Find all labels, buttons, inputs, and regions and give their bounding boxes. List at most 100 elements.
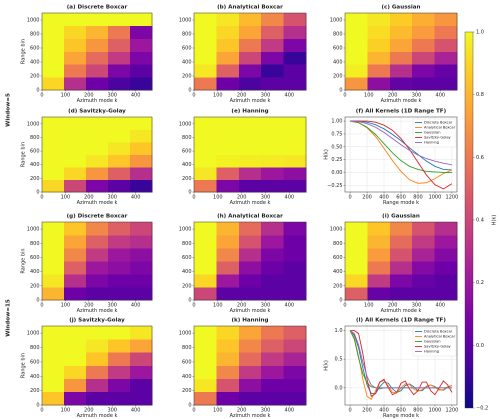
x-tick-label: 300: [107, 93, 117, 99]
plot-frame: [193, 325, 307, 406]
heatmap-cell: [389, 77, 413, 91]
y-tick-label: 200: [30, 74, 40, 80]
heatmap-cell: [283, 142, 307, 155]
y-tick-label: 600: [182, 46, 192, 52]
heatmap-cell: [86, 378, 109, 393]
heatmap-cell: [130, 142, 153, 155]
heatmap-cell: [345, 274, 368, 288]
heatmap-cell: [412, 13, 435, 27]
x-tick-label: 400: [379, 408, 389, 414]
y-tick-label: 600: [30, 149, 40, 155]
y-tick-label: 1000: [179, 18, 192, 24]
heatmap-cell: [130, 339, 153, 353]
x-tick-label: 1000: [429, 195, 442, 201]
x-tick-label: 0: [192, 195, 195, 201]
heatmap-cell: [42, 274, 65, 288]
heatmap-cell: [108, 274, 131, 288]
x-tick-label: 1000: [429, 408, 442, 414]
x-tick-label: 800: [413, 408, 423, 414]
y-tick-label: 600: [333, 46, 343, 52]
x-tick-label: 400: [379, 195, 389, 201]
heatmap-cell: [194, 77, 217, 91]
y-tick-label: 1000: [179, 331, 192, 337]
heatmap-cell: [130, 64, 153, 78]
heatmap-cell: [108, 64, 131, 78]
y-tick-label: 0: [339, 88, 342, 94]
x-tick-label: 600: [396, 408, 406, 414]
heatmap-cell: [130, 179, 153, 193]
y-tick-label: 200: [182, 388, 192, 394]
colorbar-tick-label: 1.0: [476, 30, 484, 36]
x-tick-label: 200: [84, 303, 94, 309]
heatmap-cell: [130, 326, 153, 340]
y-tick-label: 200: [30, 176, 40, 182]
heatmap-cell: [130, 287, 153, 301]
y-tick-label: 1.00: [331, 119, 342, 125]
heatmap-cell: [238, 326, 262, 340]
heatmap-cell: [434, 261, 458, 275]
y-tick-label: 400: [30, 269, 40, 275]
heatmap-cell: [64, 13, 87, 27]
heatmap-cell: [108, 167, 131, 180]
heatmap-cell: [42, 51, 65, 65]
heatmap-cell: [261, 235, 284, 249]
x-tick-label: 200: [237, 93, 247, 99]
heatmap-cell: [64, 326, 87, 340]
heatmap-cell: [238, 25, 262, 39]
heatmap-cell: [434, 287, 458, 301]
heatmap-cell: [108, 117, 131, 130]
heatmap-cell: [194, 64, 217, 78]
heatmap-cell: [130, 235, 153, 249]
y-tick-label: 0: [188, 190, 191, 196]
x-tick-label: 400: [285, 195, 295, 201]
x-axis-label: Range mode k: [383, 200, 419, 206]
y-tick-label: 1000: [27, 121, 40, 127]
heatmap-cell: [42, 179, 65, 193]
x-tick-label: 400: [131, 93, 141, 99]
heatmap-cell: [238, 13, 262, 27]
heatmap-cell: [64, 391, 87, 406]
y-tick-label: 200: [182, 74, 192, 80]
panel-title: (g) Discrete Boxcar: [67, 214, 128, 220]
heatmap-cell: [261, 64, 284, 78]
panel-title: (d) Savitzky-Golay: [68, 109, 126, 115]
heatmap-cell: [194, 222, 217, 236]
plot-frame: [41, 12, 153, 91]
x-tick-label: 300: [261, 408, 271, 414]
heatmap-cell: [194, 38, 217, 52]
heatmap-cell: [130, 378, 153, 393]
heatmap-cell: [283, 339, 307, 353]
panel: (d) Savitzky-Golay 0 100 200 300 400 0 200 400 60…: [21, 109, 153, 206]
heatmap-cell: [64, 261, 87, 275]
heatmap-cell: [194, 13, 217, 27]
x-tick-label: 400: [285, 93, 295, 99]
x-tick-label: 200: [84, 408, 94, 414]
panel: (b) Analytical Boxcar 0 100 200 300 400 0 200 40…: [179, 5, 307, 104]
heatmap-cell: [283, 117, 307, 130]
x-tick-label: 300: [261, 303, 271, 309]
legend-label: Analytical Boxcar: [424, 126, 456, 130]
heatmap-cell: [261, 13, 284, 27]
heatmap-cell: [108, 235, 131, 249]
row-label: Window=5: [6, 93, 12, 127]
x-tick-label: 0: [40, 408, 43, 414]
heatmap-cell: [86, 352, 109, 366]
heatmap-cell: [261, 261, 284, 275]
x-tick-label: 0: [192, 408, 195, 414]
heatmap-cell: [86, 77, 109, 91]
x-axis-label: Azimuth mode k: [77, 200, 118, 206]
panel: (k) Hanning 0 100 200 300 400 0 200 400 600 800 100…: [179, 318, 307, 419]
heatmap-cell: [216, 378, 240, 393]
heatmap-cell: [64, 248, 87, 262]
x-tick-label: 1200: [446, 195, 459, 201]
heatmap-cell: [130, 261, 153, 275]
x-axis-label: Azimuth mode k: [381, 308, 422, 314]
x-tick-label: 200: [362, 408, 372, 414]
heatmap-cell: [216, 167, 240, 180]
heatmap-cell: [345, 64, 368, 78]
heatmap-cell: [64, 25, 87, 39]
y-tick-label: 0.25: [331, 157, 342, 163]
y-tick-label: 400: [333, 269, 343, 275]
y-tick-label: 0: [188, 88, 191, 94]
